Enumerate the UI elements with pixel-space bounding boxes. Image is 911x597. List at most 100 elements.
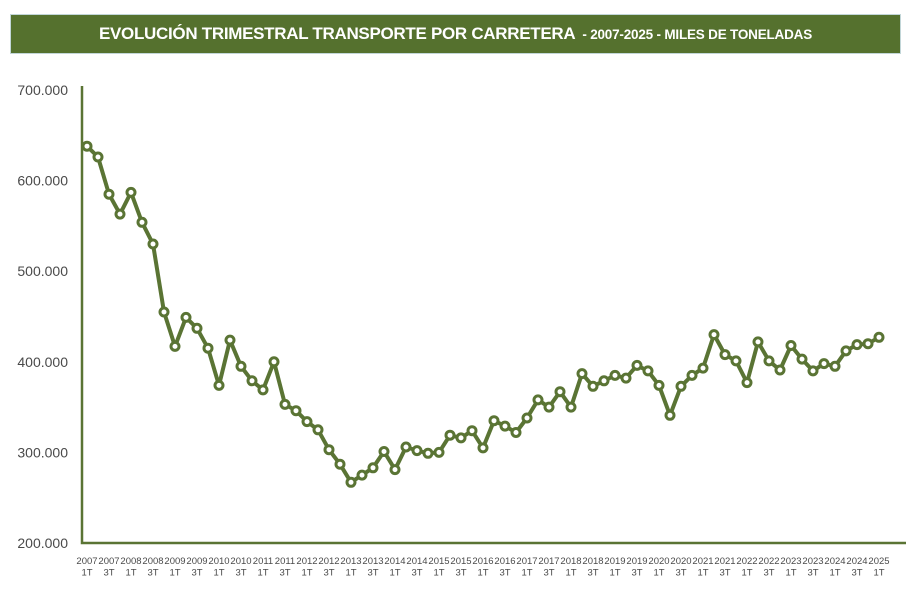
- data-point-marker: [224, 334, 236, 346]
- y-tick-label: 500.000: [17, 263, 68, 279]
- x-tick-label: 2023 3T: [802, 556, 823, 579]
- data-point-marker: [191, 322, 203, 334]
- x-tick-label: 2010 1T: [208, 556, 229, 579]
- data-point-marker: [543, 401, 555, 413]
- data-point-marker: [818, 358, 830, 370]
- x-tick-label: 2017 3T: [538, 556, 559, 579]
- x-tick-label: 2022 1T: [736, 556, 757, 579]
- data-point-marker: [686, 369, 698, 381]
- data-point-marker: [675, 380, 687, 392]
- data-point-marker: [400, 441, 412, 453]
- x-tick-label: 2018 3T: [582, 556, 603, 579]
- x-tick-label: 2013 1T: [340, 556, 361, 579]
- x-tick-label: 2021 3T: [714, 556, 735, 579]
- y-tick-label: 700.000: [17, 82, 68, 98]
- data-point-marker: [785, 340, 797, 351]
- data-point-marker: [334, 458, 346, 470]
- data-point-marker: [477, 442, 489, 454]
- data-point-marker: [840, 345, 852, 357]
- data-point-marker: [499, 420, 511, 432]
- data-point-marker: [488, 415, 500, 427]
- y-tick-label: 300.000: [17, 444, 68, 460]
- data-point-marker: [367, 462, 379, 474]
- data-point-marker: [829, 360, 841, 372]
- data-point-marker: [741, 377, 753, 389]
- data-point-marker: [554, 386, 566, 398]
- data-point-marker: [532, 394, 544, 406]
- data-point-marker: [774, 364, 786, 376]
- data-point-marker: [202, 342, 214, 354]
- data-point-marker: [235, 360, 247, 372]
- data-point-marker: [587, 380, 599, 392]
- x-tick-label: 2019 1T: [604, 556, 625, 579]
- data-point-marker: [147, 238, 159, 250]
- data-point-marker: [81, 140, 93, 152]
- x-tick-label: 2020 3T: [670, 556, 691, 579]
- x-tick-label: 2007 1T: [76, 556, 97, 579]
- x-tick-label: 2013 3T: [362, 556, 383, 579]
- data-point-marker: [862, 338, 874, 350]
- data-point-marker: [422, 447, 434, 459]
- y-tick-label: 200.000: [17, 535, 68, 551]
- x-tick-label: 2009 1T: [164, 556, 185, 579]
- x-tick-label: 2024 3T: [846, 556, 867, 579]
- x-tick-label: 2019 3T: [626, 556, 647, 579]
- data-point-marker: [389, 464, 401, 476]
- data-point-marker: [565, 401, 577, 413]
- x-tick-label: 2008 1T: [120, 556, 141, 579]
- data-point-marker: [279, 398, 291, 410]
- data-point-marker: [873, 331, 885, 343]
- data-point-marker: [521, 412, 533, 424]
- data-point-marker: [642, 365, 654, 377]
- x-tick-label: 2022 3T: [758, 556, 779, 579]
- data-point-marker: [125, 186, 137, 198]
- data-series-line: [85, 144, 881, 485]
- data-point-marker: [345, 476, 357, 488]
- data-point-marker: [444, 429, 456, 441]
- data-point-marker: [807, 365, 819, 377]
- data-point-marker: [356, 469, 368, 481]
- data-point-marker: [796, 353, 808, 365]
- x-tick-label: 2014 3T: [406, 556, 427, 579]
- data-point-marker: [576, 368, 588, 380]
- data-point-marker: [466, 425, 478, 437]
- data-point-marker: [378, 446, 390, 457]
- x-tick-label: 2020 1T: [648, 556, 669, 579]
- x-tick-label: 2017 1T: [516, 556, 537, 579]
- data-point-marker: [664, 409, 676, 421]
- data-point-marker: [257, 384, 269, 396]
- data-point-marker: [851, 339, 863, 351]
- data-point-marker: [631, 359, 643, 371]
- x-tick-label: 2018 1T: [560, 556, 581, 579]
- data-point-marker: [114, 208, 126, 220]
- data-point-marker: [169, 340, 181, 352]
- data-point-marker: [411, 445, 423, 457]
- data-point-marker: [301, 416, 313, 428]
- data-point-marker: [103, 188, 115, 200]
- data-point-marker: [763, 355, 775, 367]
- data-point-marker: [268, 356, 280, 368]
- chart-title-banner: EVOLUCIÓN TRIMESTRAL TRANSPORTE POR CARR…: [10, 14, 901, 54]
- data-point-marker: [136, 216, 148, 228]
- x-tick-label: 2012 3T: [318, 556, 339, 579]
- x-tick-label: 2007 3T: [98, 556, 119, 579]
- data-point-marker: [92, 151, 104, 163]
- x-tick-label: 2021 1T: [692, 556, 713, 579]
- data-point-marker: [158, 306, 170, 318]
- x-tick-label: 2016 1T: [472, 556, 493, 579]
- x-tick-label: 2014 1T: [384, 556, 405, 579]
- chart-title: EVOLUCIÓN TRIMESTRAL TRANSPORTE POR CARR…: [98, 24, 576, 43]
- data-point-marker: [620, 372, 632, 384]
- data-point-marker: [598, 375, 610, 387]
- x-tick-label: 2011 3T: [275, 556, 295, 579]
- data-point-marker: [180, 311, 192, 323]
- data-point-marker: [730, 355, 742, 367]
- y-tick-label: 600.000: [17, 173, 68, 189]
- axis-lines: [80, 86, 906, 545]
- chart-subtitle: - 2007-2025 - MILES DE TONELADAS: [582, 26, 813, 42]
- data-point-marker: [697, 362, 709, 374]
- data-point-marker: [653, 379, 665, 391]
- x-tick-label: 2008 3T: [142, 556, 163, 579]
